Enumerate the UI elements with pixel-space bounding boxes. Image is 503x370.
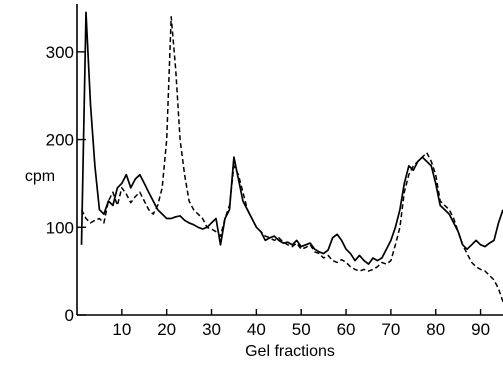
x-tick-label: 50 — [292, 320, 311, 339]
y-tick-label: 300 — [46, 43, 74, 62]
y-tick-label: 0 — [65, 306, 74, 325]
ticks: 10 20 30 40 50 60 70 80 90 0 100 200 300 — [46, 43, 490, 339]
axes — [76, 4, 503, 316]
series-2-dashed-line — [80, 16, 503, 303]
x-tick-label: 20 — [157, 320, 176, 339]
x-tick-label: 90 — [471, 320, 490, 339]
series-lines — [80, 11, 503, 303]
y-tick-label: 100 — [46, 218, 74, 237]
x-tick-label: 40 — [247, 320, 266, 339]
x-tick-label: 60 — [337, 320, 356, 339]
x-tick-label: 70 — [381, 320, 400, 339]
y-tick-label: 200 — [46, 131, 74, 150]
series-1-solid-line — [80, 11, 503, 265]
x-axis-label: Gel fractions — [245, 343, 335, 360]
x-tick-label: 80 — [426, 320, 445, 339]
x-tick-label: 10 — [112, 320, 131, 339]
x-tick-label: 30 — [202, 320, 221, 339]
y-axis-label: cpm — [25, 168, 55, 185]
